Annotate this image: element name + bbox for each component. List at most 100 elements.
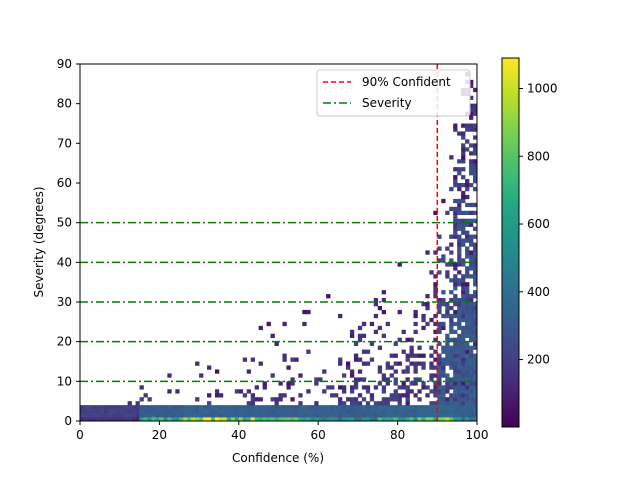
heatmap-cell [449, 317, 454, 323]
heatmap-cell [87, 417, 93, 422]
heatmap-cell [465, 270, 470, 275]
heatmap-cell [111, 413, 117, 418]
heatmap-cell [441, 373, 446, 378]
x-tick-label: 80 [390, 428, 405, 442]
heatmap-cell [99, 409, 105, 414]
heatmap-cell [353, 353, 359, 358]
heatmap-cell [461, 397, 466, 402]
plot-area [79, 63, 478, 422]
heatmap-cell [457, 305, 462, 311]
heatmap-cell [429, 365, 434, 370]
heatmap-cell [461, 305, 466, 311]
heatmap-cell [167, 413, 172, 418]
heatmap-cell [115, 409, 120, 414]
heatmap-cell [461, 167, 466, 172]
y-tick-label: 40 [57, 255, 72, 269]
heatmap-cell [433, 286, 438, 291]
heatmap-cell [465, 409, 470, 414]
heatmap-cell [405, 417, 410, 422]
heatmap-cell [437, 369, 442, 374]
heatmap-cell [274, 409, 279, 414]
heatmap-cell [151, 409, 156, 414]
heatmap-cell [250, 393, 255, 398]
heatmap-cell [425, 294, 430, 299]
heatmap-cell [457, 377, 462, 382]
heatmap-cell [453, 214, 458, 219]
heatmap-cell [457, 254, 462, 259]
heatmap-cell [183, 417, 188, 422]
heatmap-cell [473, 202, 478, 208]
heatmap-cell [469, 401, 474, 406]
heatmap-cell [393, 353, 398, 358]
legend-box [316, 69, 471, 117]
heatmap-cell [469, 321, 474, 327]
heatmap-cell [282, 353, 287, 358]
heatmap-cell [306, 349, 311, 354]
heatmap-cell [473, 377, 478, 382]
heatmap-cell [163, 413, 168, 418]
heatmap-cell [465, 349, 470, 354]
heatmap-cell [449, 290, 454, 295]
heatmap-cell [226, 417, 232, 422]
heatmap-cell [457, 373, 462, 378]
heatmap-cell [473, 274, 478, 279]
heatmap-cell [449, 409, 454, 414]
heatmap-cell [441, 413, 446, 418]
heatmap-cell [441, 298, 446, 303]
heatmap-cell [397, 262, 402, 267]
heatmap-cell [314, 381, 319, 386]
heatmap-cell [365, 405, 371, 410]
heatmap-cell [365, 349, 371, 354]
heatmap-cell [433, 250, 438, 255]
heatmap-cell [357, 377, 363, 382]
colorbar-tick-label: 200 [527, 353, 550, 367]
heatmap-cell [461, 190, 466, 196]
heatmap-cell [465, 321, 470, 327]
heatmap-cell [461, 143, 466, 148]
heatmap-cell [445, 397, 450, 402]
heatmap-cell [393, 413, 398, 418]
heatmap-cell [397, 409, 402, 414]
heatmap-cell [345, 409, 351, 414]
heatmap-cell [290, 377, 295, 382]
heatmap-cell [465, 286, 470, 291]
heatmap-cell [421, 317, 426, 323]
heatmap-cell [465, 294, 470, 299]
heatmap-cell [469, 163, 474, 168]
heatmap-cell [405, 393, 410, 398]
heatmap-cell [457, 282, 462, 287]
heatmap-cell [457, 302, 462, 307]
heatmap-cell [469, 417, 474, 422]
heatmap-cell [199, 413, 204, 418]
heatmap-cell [286, 409, 291, 414]
heatmap-cell [453, 294, 458, 299]
heatmap-cell [318, 377, 323, 382]
heatmap-cell [433, 417, 438, 422]
heatmap-cell [465, 274, 470, 279]
heatmap-cell [342, 409, 347, 414]
heatmap-cell [465, 393, 470, 398]
heatmap-cell [159, 413, 164, 418]
heatmap-cell [191, 417, 196, 422]
heatmap-cell [473, 373, 478, 378]
heatmap-cell [437, 373, 442, 378]
heatmap-cell [119, 409, 124, 414]
heatmap-cell [469, 345, 474, 350]
heatmap-cell [361, 409, 367, 414]
heatmap-cell [449, 397, 454, 402]
heatmap-cell [469, 365, 474, 370]
heatmap-cell [334, 417, 339, 422]
heatmap-cell [469, 309, 474, 315]
heatmap-cell [238, 413, 244, 418]
heatmap-cell [258, 397, 263, 402]
heatmap-cell [401, 381, 406, 386]
heatmap-cell [242, 409, 248, 414]
heatmap-cell [393, 369, 398, 374]
heatmap-cell [357, 401, 363, 406]
heatmap-cell [338, 385, 343, 390]
heatmap-cell [405, 337, 410, 342]
heatmap-cell [453, 409, 458, 414]
heatmap-cell [465, 381, 470, 386]
heatmap-cell [465, 246, 470, 251]
heatmap-cell [326, 409, 331, 414]
